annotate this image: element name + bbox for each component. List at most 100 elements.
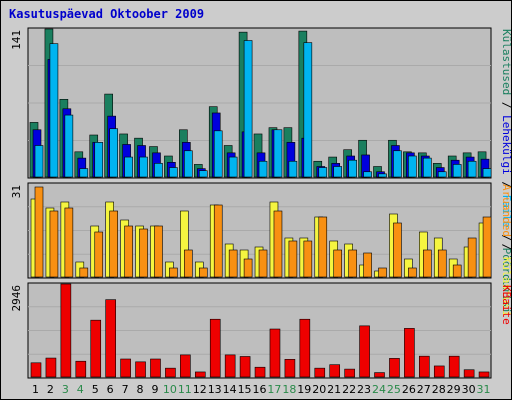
sites-bar [273, 210, 283, 278]
kbytes-bar [135, 361, 146, 378]
files-bar [49, 43, 59, 178]
day-label: 18 [282, 383, 296, 396]
kbytes-bar [194, 371, 206, 378]
files-bar [452, 164, 462, 178]
day-label: 4 [77, 383, 84, 396]
chart-title: Kasutuspäevad Oktoober 2009 [9, 7, 205, 21]
day-label: 1 [32, 383, 39, 396]
kbytes-bar [478, 371, 490, 378]
kbytes-bar [150, 358, 161, 378]
sites-bar [318, 216, 328, 278]
files-bar [318, 167, 328, 178]
legend-lehekülgi: Lehekülgi [500, 115, 511, 175]
sites-bar [169, 267, 178, 278]
day-label: 22 [342, 383, 356, 396]
day-label: 24 [372, 383, 386, 396]
day-label: 7 [122, 383, 129, 396]
files-bar [79, 168, 89, 178]
day-label: 19 [297, 383, 311, 396]
day-label: 12 [193, 383, 207, 396]
day-label: 11 [178, 383, 192, 396]
sites-bar [378, 267, 387, 278]
legend-aruanded: Aruanded [500, 184, 511, 237]
sites-bar [139, 228, 148, 278]
day-label: 28 [432, 383, 446, 396]
kbytes-bar [389, 358, 400, 378]
kbytes-bar [45, 357, 57, 378]
sites-bar [333, 249, 343, 278]
day-label: 14 [223, 383, 237, 396]
day-label: 3 [62, 383, 69, 396]
kbytes-bar [120, 358, 131, 378]
sites-bar [64, 207, 74, 278]
sites-bar [482, 216, 492, 278]
files-bar [303, 42, 313, 178]
middle-ymax-label: 31 [10, 185, 23, 198]
day-label: 27 [417, 383, 431, 396]
files-bar [288, 160, 298, 178]
files-bar [348, 159, 357, 178]
sites-bar [228, 249, 238, 278]
sites-bar [49, 210, 59, 278]
files-bar [109, 128, 118, 178]
middle-legend: Aruanded / Külastusi [500, 184, 511, 316]
kbytes-bar [239, 356, 251, 378]
kbytes-bar [419, 355, 430, 378]
day-label: 9 [151, 383, 158, 396]
kbytes-bar [224, 354, 236, 378]
kbytes-bar [314, 367, 326, 378]
kbytes-bar [329, 364, 341, 378]
kbytes-bar [165, 367, 176, 378]
day-label: 17 [267, 383, 281, 396]
sites-bar [198, 267, 208, 278]
sites-bar [423, 249, 432, 278]
day-label: 2 [47, 383, 54, 396]
files-bar [467, 160, 477, 178]
kbytes-bar [433, 365, 445, 378]
day-label: 23 [357, 383, 371, 396]
sites-bar [34, 186, 44, 278]
files-bar [94, 142, 104, 178]
files-bar [124, 156, 133, 178]
sites-bar [258, 249, 268, 278]
sites-bar [124, 225, 133, 278]
day-label: 15 [238, 383, 252, 396]
day-label: 29 [447, 383, 461, 396]
files-bar [482, 168, 492, 178]
day-label: 16 [253, 383, 267, 396]
day-label: 21 [327, 383, 341, 396]
kbytes-bar [344, 368, 355, 378]
sites-bar [393, 222, 402, 278]
legend-külastusi: Külastusi [500, 257, 511, 317]
sites-bar [154, 225, 163, 278]
kbytes-bar [284, 359, 296, 378]
files-bar [378, 173, 387, 178]
sites-bar [303, 240, 313, 278]
day-label: 5 [92, 383, 99, 396]
sites-bar [408, 267, 417, 278]
files-bar [213, 130, 223, 178]
day-label: 31 [477, 383, 491, 396]
files-bar [139, 156, 148, 178]
sites-bar [243, 258, 253, 278]
files-bar [34, 145, 44, 178]
sites-bar [213, 204, 223, 278]
kbytes-bar [299, 318, 311, 378]
day-label: 20 [312, 383, 326, 396]
sites-bar [452, 264, 462, 278]
sites-bar [348, 249, 357, 278]
sites-bar [94, 231, 104, 278]
day-label: 25 [387, 383, 401, 396]
kbytes-bar [374, 372, 385, 378]
files-bar [154, 163, 163, 178]
kbytes-bar [448, 355, 460, 378]
files-bar [437, 171, 447, 178]
sites-bar [79, 267, 89, 278]
legend-faile: Faile [500, 195, 511, 228]
sites-bar [363, 252, 372, 278]
top-legend: Külastused / Lehekülgi / Faile / Pöördum… [500, 29, 511, 314]
kbytes-bar [404, 328, 415, 378]
day-label: 10 [163, 383, 177, 396]
kbytes-bar [463, 369, 475, 378]
